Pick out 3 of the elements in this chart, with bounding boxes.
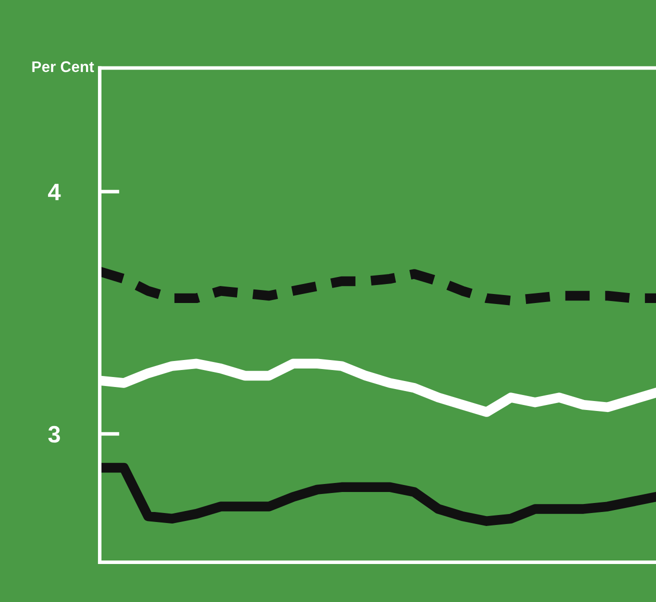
y-tick-label: 4	[48, 184, 61, 200]
y-tick-label: 3	[48, 426, 60, 443]
y-axis-title: Per Cent	[32, 61, 94, 72]
